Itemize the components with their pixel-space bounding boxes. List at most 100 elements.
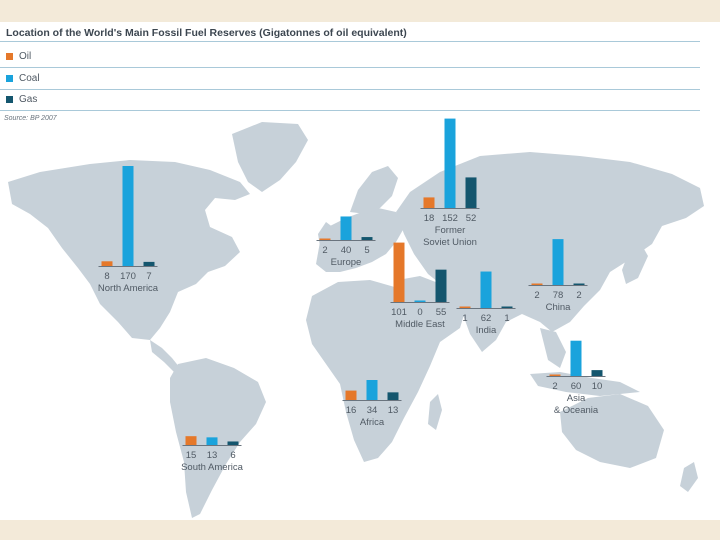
value-label-india-coal: 62 [481,313,492,324]
africa-landmass [306,280,440,462]
bottom-band [0,520,720,540]
bar-middle-east-gas [435,269,447,302]
bar-africa-coal [366,380,378,400]
indonesia-landmass [530,372,640,396]
new-zealand-landmass [680,462,698,492]
region-group-china: 2 78 2 China [528,239,588,313]
value-label-north-america-coal: 170 [120,271,136,282]
south-america-landmass [170,358,266,518]
value-label-asia-oceania-gas: 10 [592,381,603,392]
value-label-europe-coal: 40 [341,245,352,256]
value-label-africa-oil: 16 [346,405,357,416]
region-label-south-america: South America [181,462,243,473]
region-label-asia-oceania-2: & Oceania [554,405,599,416]
value-label-asia-oceania-coal: 60 [571,381,582,392]
region-label-asia-oceania: Asia [567,393,586,404]
central-america-landmass [150,340,180,372]
bar-africa-gas [387,392,399,400]
value-label-middle-east-gas: 55 [436,307,447,318]
value-label-middle-east-coal: 0 [417,307,422,318]
southeast-asia-landmass [540,328,566,368]
bar-asia-oceania-oil [549,374,561,376]
value-label-asia-oceania-oil: 2 [552,381,557,392]
bar-india-oil [459,306,471,308]
bar-europe-coal [340,216,352,240]
region-group-india: 1 62 1 India [456,271,516,336]
bar-south-america-oil [185,436,197,445]
value-label-former-soviet-union-gas: 52 [466,213,477,224]
value-label-africa-coal: 34 [367,405,378,416]
value-label-india-oil: 1 [462,313,467,324]
bar-middle-east-oil [393,242,405,302]
region-label-north-america: North America [98,283,159,294]
legend-swatch-gas [6,96,13,103]
value-label-former-soviet-union-oil: 18 [424,213,435,224]
value-label-south-america-coal: 13 [207,450,218,461]
value-label-india-gas: 1 [504,313,509,324]
value-label-africa-gas: 13 [388,405,399,416]
bar-north-america-oil [101,261,113,266]
bar-africa-oil [345,390,357,400]
title-rule [0,41,700,42]
japan-landmass [622,242,648,284]
madagascar-landmass [428,394,442,430]
region-group-asia-oceania: 2 60 10 Asia& Oceania [546,340,606,416]
value-label-china-coal: 78 [553,290,564,301]
value-label-former-soviet-union-coal: 152 [442,213,458,224]
region-label-former-soviet-union: Former [435,225,466,236]
region-label-europe: Europe [331,257,362,268]
bar-india-coal [480,271,492,308]
legend-swatch-oil [6,53,13,60]
region-label-former-soviet-union-2: Soviet Union [423,237,477,248]
bar-asia-oceania-coal [570,340,582,376]
legend-label-coal: Coal [19,73,40,84]
region-label-africa: Africa [360,417,385,428]
region-label-india: India [476,325,497,336]
bar-south-america-coal [206,437,218,445]
value-label-south-america-gas: 6 [230,450,235,461]
bar-north-america-coal [122,166,134,266]
bar-south-america-gas [227,441,239,445]
value-label-north-america-oil: 8 [104,271,109,282]
legend-item-gas: Gas [6,94,37,105]
region-label-china: China [546,302,572,313]
value-label-europe-gas: 5 [364,245,369,256]
legend-rule-2 [0,89,700,90]
value-label-north-america-gas: 7 [146,271,151,282]
bar-europe-oil [319,238,331,240]
bar-china-coal [552,239,564,285]
chart-title: Location of the World's Main Fossil Fuel… [6,27,407,39]
value-label-south-america-oil: 15 [186,450,197,461]
legend-label-oil: Oil [19,51,32,62]
legend-item-oil: Oil [6,51,31,62]
legend-label-gas: Gas [19,94,38,105]
bar-north-america-gas [143,261,155,266]
value-label-china-gas: 2 [576,290,581,301]
bar-former-soviet-union-oil [423,197,435,208]
bar-former-soviet-union-gas [465,177,477,208]
legend-rule-1 [0,67,700,68]
bar-china-oil [531,283,543,285]
scandinavia-landmass [350,166,398,214]
chart-frame: 8 170 7 North America 18 152 52 Former Soviet Un… [0,22,720,520]
legend-item-coal: Coal [6,73,40,84]
region-label-middle-east: Middle East [395,319,445,330]
bar-former-soviet-union-coal [444,118,456,208]
bar-india-gas [501,306,513,308]
value-label-europe-oil: 2 [322,245,327,256]
arabia-landmass [398,276,466,342]
source-note: Source: BP 2007 [4,115,57,122]
value-label-middle-east-oil: 101 [391,307,407,318]
bar-china-gas [573,283,585,285]
legend-rule-3 [0,110,700,111]
greenland-landmass [232,122,308,192]
australia-landmass [560,394,664,468]
